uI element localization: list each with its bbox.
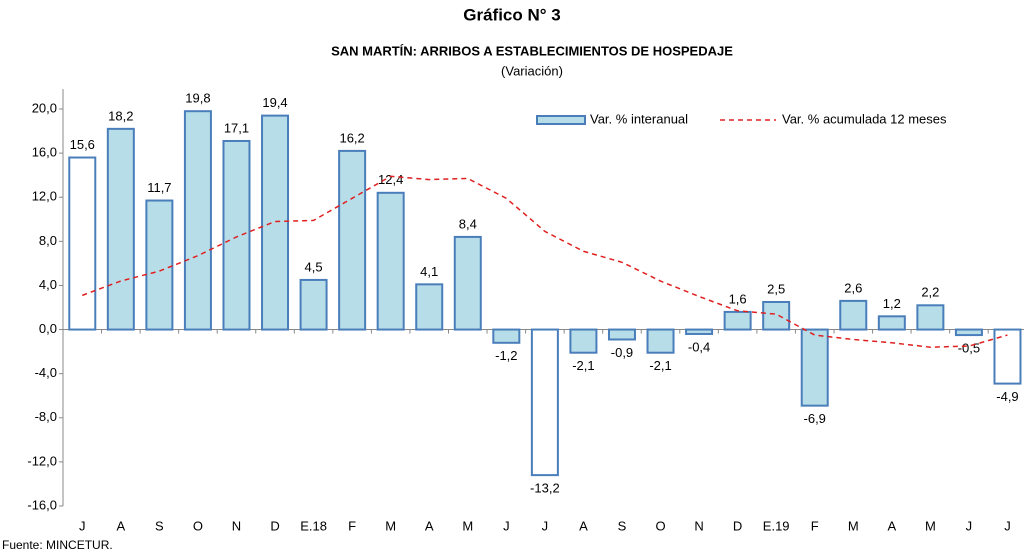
bar (646, 328, 675, 354)
x-tick-label: O (655, 518, 665, 533)
bar (376, 191, 405, 331)
x-tick-label: F (348, 518, 356, 533)
value-label: -2,1 (649, 358, 671, 373)
value-label: 2,5 (767, 281, 785, 296)
x-tick-label: N (232, 518, 241, 533)
y-tick-label: 12,0 (32, 189, 57, 204)
x-tick-label: E.19 (763, 518, 790, 533)
bar (916, 304, 945, 331)
x-tick-label: S (618, 518, 627, 533)
bar (222, 139, 251, 331)
bar (685, 328, 714, 335)
x-tick-label: O (193, 518, 203, 533)
value-label: 11,7 (147, 180, 171, 195)
x-tick-label: A (425, 518, 434, 533)
y-tick-label: -12,0 (27, 453, 57, 468)
bar (723, 310, 752, 331)
bar (183, 110, 212, 331)
x-tick-label: E.18 (300, 518, 327, 533)
legend-label: Var. % interanual (590, 111, 688, 126)
value-label: 18,2 (108, 108, 133, 123)
x-tick-label: J (79, 518, 86, 533)
x-tick-label: D (270, 518, 279, 533)
bar (877, 315, 906, 331)
x-tick-label: M (462, 518, 473, 533)
x-tick-label: N (694, 518, 703, 533)
x-tick-label: A (116, 518, 125, 533)
bar (954, 328, 983, 337)
value-label: -0,9 (611, 345, 633, 360)
legend-label: Var. % acumulada 12 meses (782, 111, 947, 126)
x-tick-label: M (925, 518, 936, 533)
bar (106, 127, 135, 331)
y-tick-label: 20,0 (32, 100, 57, 115)
chart-title: Gráfico N° 3 (463, 5, 561, 24)
bar (607, 328, 636, 341)
value-label: 4,5 (305, 259, 323, 274)
value-label: -0,4 (688, 339, 710, 354)
y-tick-label: -16,0 (27, 497, 57, 512)
y-tick-label: 4,0 (39, 277, 57, 292)
x-tick-label: J (503, 518, 510, 533)
value-label: 2,2 (921, 285, 939, 300)
y-tick-label: 8,0 (39, 233, 57, 248)
unit-note: (Variación) (501, 63, 563, 78)
value-label: 1,2 (883, 296, 901, 311)
value-label: 1,6 (729, 291, 747, 306)
bar (299, 278, 328, 331)
y-tick-label: -8,0 (35, 409, 57, 424)
y-tick-label: 16,0 (32, 145, 57, 160)
bar (415, 283, 444, 331)
value-label: 19,8 (185, 91, 210, 106)
bar (68, 156, 97, 331)
chart-subtitle: SAN MARTÍN: ARRIBOS A ESTABLECIMIENTOS D… (331, 43, 733, 58)
value-label: -1,2 (495, 348, 517, 363)
value-label: -13,2 (530, 481, 560, 496)
x-tick-label: J (966, 518, 973, 533)
value-label: 15,6 (70, 137, 95, 152)
bar (530, 328, 559, 477)
bar (839, 299, 868, 331)
value-label: 16,2 (339, 130, 364, 145)
bar (492, 328, 521, 344)
x-tick-label: M (385, 518, 396, 533)
legend-swatch (536, 115, 586, 125)
bar (145, 199, 174, 331)
line-series (82, 175, 1008, 348)
value-label: 8,4 (459, 216, 477, 231)
bar (453, 235, 482, 331)
value-label: -6,9 (804, 411, 826, 426)
x-tick-label: J (542, 518, 549, 533)
x-tick-label: A (887, 518, 896, 533)
value-label: -4,9 (996, 389, 1018, 404)
bar (261, 114, 290, 331)
y-tick-label: -4,0 (35, 365, 57, 380)
value-label: -0,5 (958, 341, 980, 356)
x-tick-label: D (733, 518, 742, 533)
value-label: -2,1 (572, 358, 594, 373)
value-label: 17,1 (224, 120, 249, 135)
value-label: 12,4 (378, 172, 403, 187)
source: Fuente: MINCETUR. (2, 538, 113, 552)
y-tick-label: 0,0 (39, 321, 57, 336)
value-label: 4,1 (420, 264, 438, 279)
bar (800, 328, 829, 407)
bar (762, 300, 791, 331)
x-tick-label: M (848, 518, 859, 533)
x-tick-label: S (155, 518, 164, 533)
x-tick-label: A (579, 518, 588, 533)
value-label: 19,4 (262, 95, 287, 110)
bar (993, 328, 1022, 385)
bar (338, 149, 367, 331)
x-tick-label: J (1004, 518, 1011, 533)
x-tick-label: F (811, 518, 819, 533)
value-label: 2,6 (844, 280, 862, 295)
bar (569, 328, 598, 354)
